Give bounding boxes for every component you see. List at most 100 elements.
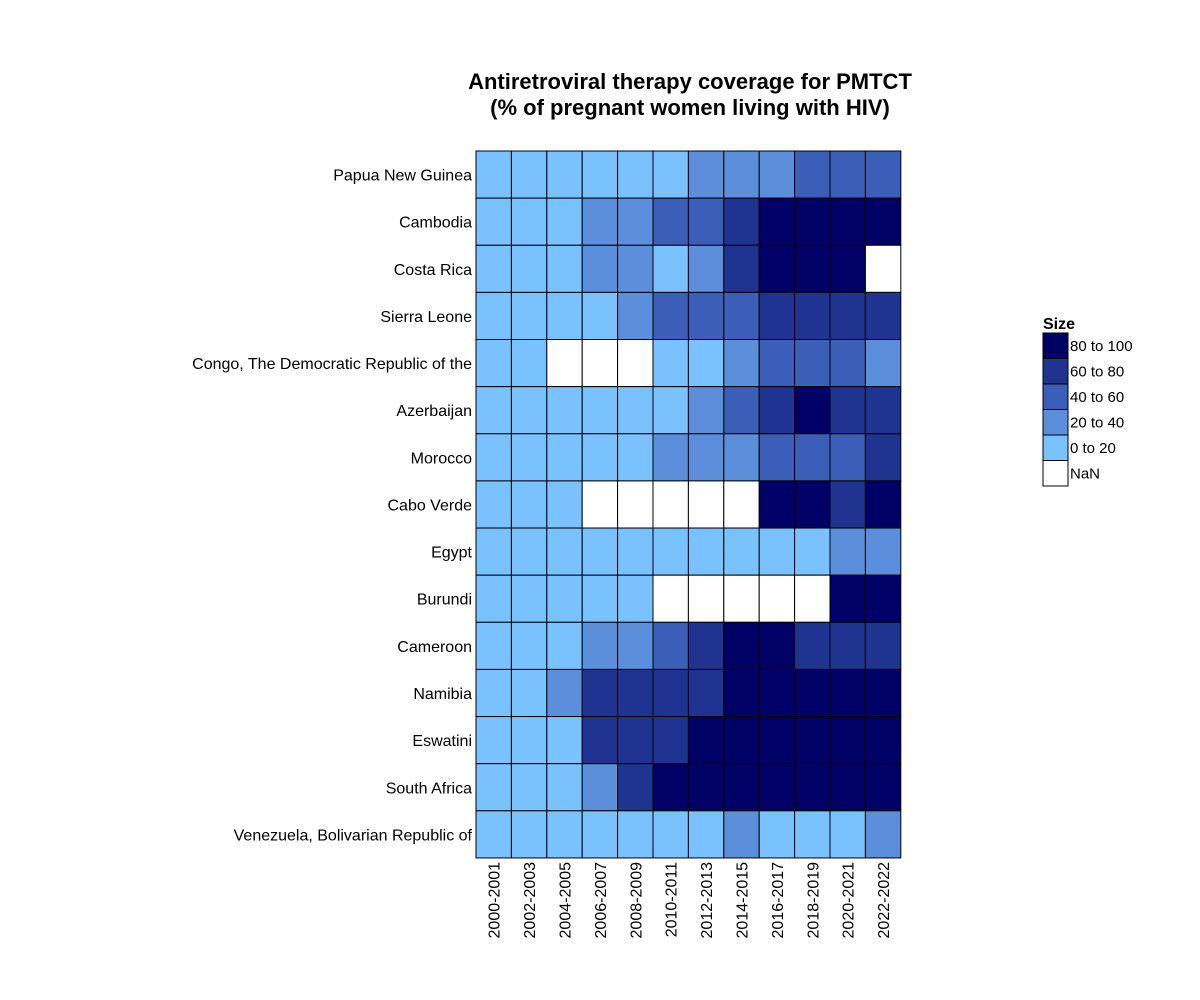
- column-label: 2012-2013: [699, 862, 716, 939]
- column-label: 2016-2017: [770, 862, 787, 939]
- heatmap-cell: [581, 480, 619, 529]
- heatmap-cell: [723, 197, 760, 246]
- legend-label: 40 to 60: [1070, 389, 1124, 406]
- heatmap-cell: [758, 574, 796, 623]
- heatmap-cell: [687, 339, 725, 388]
- heatmap-cell: [687, 527, 725, 576]
- heatmap-cell: [794, 244, 831, 293]
- row-label: Cameroon: [397, 639, 472, 656]
- row-label: Burundi: [417, 592, 472, 609]
- heatmap-cell: [510, 433, 548, 482]
- heatmap-cell: [758, 150, 796, 199]
- chart-title: Antiretroviral therapy coverage for PMTC…: [468, 69, 912, 120]
- heatmap-cell: [829, 291, 866, 341]
- heatmap-cell: [687, 244, 725, 293]
- chart-title-line-2: (% of pregnant women living with HIV): [490, 95, 890, 120]
- heatmap-cell: [581, 574, 619, 623]
- column-label: 2014-2015: [735, 862, 752, 939]
- heatmap-cell: [617, 150, 654, 199]
- heatmap-cell: [652, 621, 689, 670]
- heatmap-cell: [510, 716, 548, 765]
- heatmap-cell: [475, 339, 512, 388]
- heatmap-cell: [687, 433, 725, 482]
- heatmap-cell: [546, 291, 583, 341]
- heatmap-cell: [794, 763, 831, 812]
- column-label: 2002-2003: [522, 862, 539, 939]
- row-label: Egypt: [431, 545, 472, 562]
- heatmap-cell: [510, 244, 548, 293]
- heatmap-cell: [510, 150, 548, 199]
- heatmap-cell: [758, 668, 796, 718]
- heatmap-cell: [687, 574, 725, 623]
- heatmap-cell: [723, 433, 760, 482]
- row-label: Papua New Guinea: [333, 168, 472, 185]
- legend-swatch: [1042, 434, 1069, 461]
- heatmap-cell: [475, 621, 512, 670]
- heatmap-cell: [617, 433, 654, 482]
- heatmap-cell: [829, 621, 866, 670]
- heatmap-cell: [617, 716, 654, 765]
- heatmap-cell: [581, 197, 619, 246]
- heatmap-cell: [510, 668, 548, 718]
- heatmap-cell: [546, 716, 583, 765]
- heatmap-cell: [794, 810, 831, 859]
- heatmap-cell: [758, 480, 796, 529]
- heatmap-cell: [723, 386, 760, 435]
- heatmap-cell: [617, 244, 654, 293]
- heatmap-cell: [758, 810, 796, 859]
- column-label: 2004-2005: [558, 862, 575, 939]
- heatmap-cell: [652, 574, 689, 623]
- heatmap-cell: [864, 291, 902, 341]
- heatmap-cell: [758, 197, 796, 246]
- heatmap-cell: [829, 339, 866, 388]
- heatmap-cell: [475, 150, 512, 199]
- heatmap-cell: [758, 433, 796, 482]
- heatmap-cell: [475, 433, 512, 482]
- heatmap-cell: [687, 621, 725, 670]
- heatmap-cell: [581, 433, 619, 482]
- column-label: 2008-2009: [628, 862, 645, 939]
- heatmap-cell: [864, 339, 902, 388]
- heatmap-cell: [581, 386, 619, 435]
- heatmap-cell: [687, 386, 725, 435]
- heatmap-cell: [652, 810, 689, 859]
- heatmap-cell: [687, 197, 725, 246]
- heatmap-cell: [723, 150, 760, 199]
- heatmap-cell: [617, 763, 654, 812]
- heatmap-cell: [758, 386, 796, 435]
- heatmap-cell: [723, 339, 760, 388]
- heatmap-cell: [794, 150, 831, 199]
- heatmap-cell: [758, 716, 796, 765]
- heatmap-cells: [475, 150, 902, 859]
- heatmap-cell: [546, 527, 583, 576]
- heatmap-cell: [864, 480, 902, 529]
- row-label: Namibia: [413, 686, 472, 703]
- heatmap-cell: [758, 621, 796, 670]
- heatmap-cell: [475, 386, 512, 435]
- heatmap-cell: [758, 339, 796, 388]
- heatmap-cell: [758, 763, 796, 812]
- heatmap-cell: [829, 150, 866, 199]
- legend-title: Size: [1043, 316, 1075, 333]
- heatmap-cell: [546, 244, 583, 293]
- heatmap-cell: [864, 716, 902, 765]
- heatmap-cell: [723, 668, 760, 718]
- heatmap-cell: [723, 716, 760, 765]
- heatmap-cell: [652, 244, 689, 293]
- heatmap-cell: [864, 763, 902, 812]
- heatmap-cell: [475, 480, 512, 529]
- heatmap-cell: [687, 668, 725, 718]
- heatmap-cell: [475, 716, 512, 765]
- heatmap-cell: [546, 150, 583, 199]
- heatmap-cell: [723, 810, 760, 859]
- row-labels: Papua New Guinea Cambodia Costa Rica Sierra…: [192, 168, 472, 845]
- row-label: Congo, The Democratic Republic of the: [192, 356, 472, 373]
- heatmap-cell: [510, 291, 548, 341]
- heatmap-cell: [546, 763, 583, 812]
- legend: Size 80 to 100 60 to 80 40 to 60 20 to 40 0 …: [1042, 316, 1133, 487]
- heatmap-cell: [581, 150, 619, 199]
- heatmap-cell: [510, 621, 548, 670]
- column-label: 2020-2021: [841, 862, 858, 939]
- legend-swatch: [1042, 409, 1069, 436]
- row-label: Azerbaijan: [396, 403, 472, 420]
